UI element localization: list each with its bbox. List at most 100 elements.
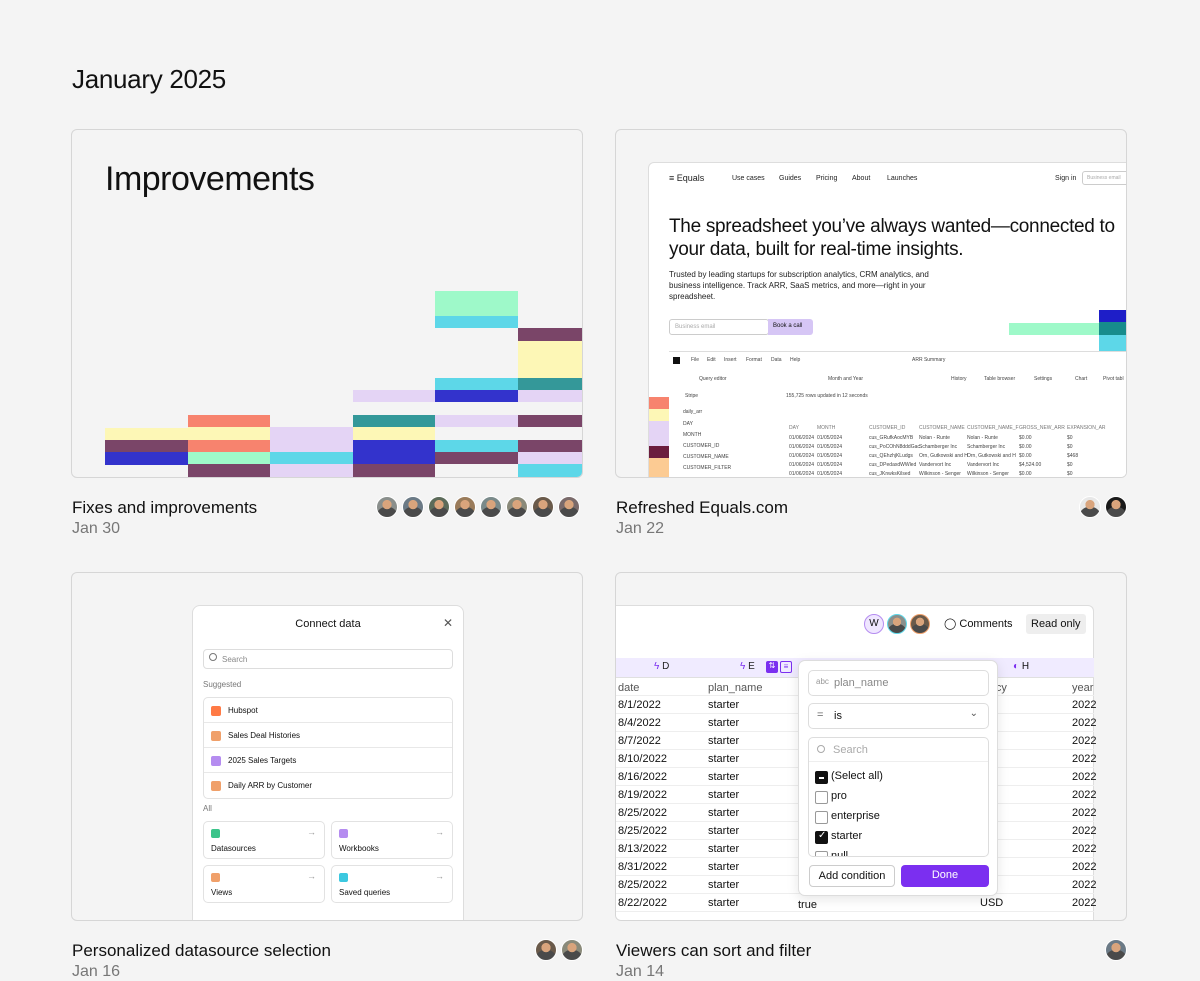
table-cell: $0.00 [1019, 453, 1032, 459]
contributor-avatars [1079, 496, 1127, 518]
nav-item[interactable]: Launches [887, 175, 918, 182]
avatar [506, 496, 528, 518]
list-item[interactable]: Hubspot [204, 698, 452, 723]
card-datasource-selection[interactable]: Connect data ✕ Search Suggested Hubspot … [71, 572, 583, 921]
signin-link[interactable]: Sign in [1055, 175, 1077, 182]
table-cell: 8/13/2022 [618, 843, 667, 855]
tile-views[interactable]: → Views [203, 865, 325, 903]
workbook-icon [339, 829, 348, 838]
menu-item[interactable]: Help [790, 357, 801, 363]
column-header: MONTH [817, 425, 836, 431]
filter-icon[interactable]: ≡ [780, 661, 792, 673]
list-item[interactable]: Sales Deal Histories [204, 723, 452, 748]
connect-data-dialog: Connect data ✕ Search Suggested Hubspot … [192, 605, 464, 920]
table-cell: cus_GRufkAocMYB [869, 435, 914, 441]
checkbox[interactable] [815, 771, 828, 784]
chart-button[interactable]: Chart [1075, 376, 1088, 382]
field-item[interactable]: MONTH [683, 432, 702, 438]
card-refreshed-equals[interactable]: ≡ Equals Use cases Guides Pricing About … [615, 129, 1127, 478]
card-title[interactable]: Refreshed Equals.com [616, 498, 788, 517]
settings-button[interactable]: Settings [1034, 376, 1053, 382]
filter-option[interactable]: pro [815, 790, 847, 804]
card-viewers-sort-filter[interactable]: W ◯ Comments Read only ϟ D ϟ E ⇅ ≡ ◐ H d… [615, 572, 1127, 921]
options-search-input[interactable]: Search [809, 738, 988, 762]
add-condition-button[interactable]: Add condition [809, 865, 895, 887]
column-header: CUSTOMER_ID [869, 425, 906, 431]
field-item[interactable]: CUSTOMER_NAME [683, 454, 729, 460]
email-input[interactable]: Business email [669, 319, 769, 335]
tile-workbooks[interactable]: → Workbooks [331, 821, 453, 859]
table-cell: 01/05/2024 [817, 453, 843, 459]
menu-item[interactable]: Format [746, 357, 762, 363]
checkbox[interactable] [815, 791, 828, 804]
search-icon [209, 653, 217, 661]
card-fixes-improvements[interactable]: Improvements [71, 129, 583, 478]
card-title[interactable]: Personalized datasource selection [72, 941, 331, 960]
table-cell: Vandervort Inc [919, 462, 952, 468]
table-cell: $0.00 [1019, 471, 1032, 477]
comments-button[interactable]: ◯ Comments [944, 618, 1013, 630]
nav-item[interactable]: Guides [779, 175, 802, 182]
tile-label: Saved queries [339, 888, 391, 897]
list-item-label: 2025 Sales Targets [228, 755, 297, 765]
website-preview: ≡ Equals Use cases Guides Pricing About … [648, 162, 1126, 477]
checkbox[interactable]: ✓ [815, 830, 828, 844]
search-input[interactable]: Search [203, 649, 453, 669]
pivot-button[interactable]: Pivot tabl [1103, 376, 1124, 382]
month-heading: January 2025 [72, 64, 226, 94]
field-item[interactable]: CUSTOMER_FILTER [683, 465, 732, 471]
list-item[interactable]: Daily ARR by Customer [204, 773, 452, 798]
nav-email-input[interactable]: Business email [1082, 171, 1126, 185]
filter-option[interactable]: (Select all) [815, 770, 883, 784]
suggested-list: Hubspot Sales Deal Histories 2025 Sales … [203, 697, 453, 799]
sort-icon[interactable]: ⇅ [766, 661, 778, 673]
arrow-right-icon: → [435, 827, 444, 837]
table-cell: $0 [1067, 444, 1073, 450]
card-date: Jan 22 [616, 520, 665, 537]
table-cell: 01/05/2024 [817, 471, 843, 477]
spreadsheet-preview: File Edit Insert Format Data Help ARR Su… [649, 351, 1126, 477]
history-button[interactable]: History [951, 376, 967, 382]
done-button[interactable]: Done [901, 865, 989, 887]
checkbox[interactable] [815, 851, 828, 856]
table-cell: Nolan - Runte [919, 435, 950, 441]
table-cell: 2022 [1072, 861, 1097, 873]
table-cell: 8/16/2022 [618, 771, 667, 783]
avatar [1079, 496, 1101, 518]
menu-item[interactable]: Data [771, 357, 782, 363]
format-select[interactable]: Month and Year [828, 376, 864, 382]
list-item[interactable]: 2025 Sales Targets [204, 748, 452, 773]
nav-item[interactable]: Use cases [732, 175, 765, 182]
tile-datasources[interactable]: → Datasources [203, 821, 325, 859]
checkbox[interactable] [815, 811, 828, 824]
table-cell: 2022 [1072, 807, 1097, 819]
card-title[interactable]: Fixes and improvements [72, 498, 258, 517]
app-icon [673, 357, 680, 364]
field-select[interactable]: plan_name [808, 670, 989, 696]
query-editor-button[interactable]: Query editor [699, 376, 727, 382]
filter-option[interactable]: null [815, 850, 848, 856]
table-cell: true [798, 899, 817, 911]
nav-item[interactable]: Pricing [816, 175, 838, 182]
field-item[interactable]: CUSTOMER_ID [683, 443, 720, 449]
tile-saved-queries[interactable]: → Saved queries [331, 865, 453, 903]
field-item[interactable]: DAY [683, 421, 693, 427]
menu-item[interactable]: Insert [724, 357, 737, 363]
table-cell: 01/06/2024 [789, 462, 815, 468]
book-call-button[interactable]: Book a call [768, 319, 813, 335]
menu-item[interactable]: File [691, 357, 700, 363]
nav-item[interactable]: About [852, 175, 871, 182]
column-header: year [1072, 682, 1094, 694]
table-cell: starter [708, 771, 740, 783]
table-cell: 8/25/2022 [618, 807, 667, 819]
rows-info: 155,725 rows updated in 12 seconds [786, 393, 868, 399]
menu-item[interactable]: Edit [707, 357, 716, 363]
filter-option[interactable]: enterprise [815, 810, 880, 824]
table-cell: 8/19/2022 [618, 789, 667, 801]
operator-select[interactable]: is [808, 703, 989, 729]
table-cell: 8/22/2022 [618, 897, 667, 909]
filter-option[interactable]: ✓ starter [815, 830, 862, 844]
close-icon[interactable]: ✕ [442, 616, 453, 630]
table-browser-button[interactable]: Table browser [984, 376, 1016, 382]
card-title[interactable]: Viewers can sort and filter [616, 941, 812, 960]
